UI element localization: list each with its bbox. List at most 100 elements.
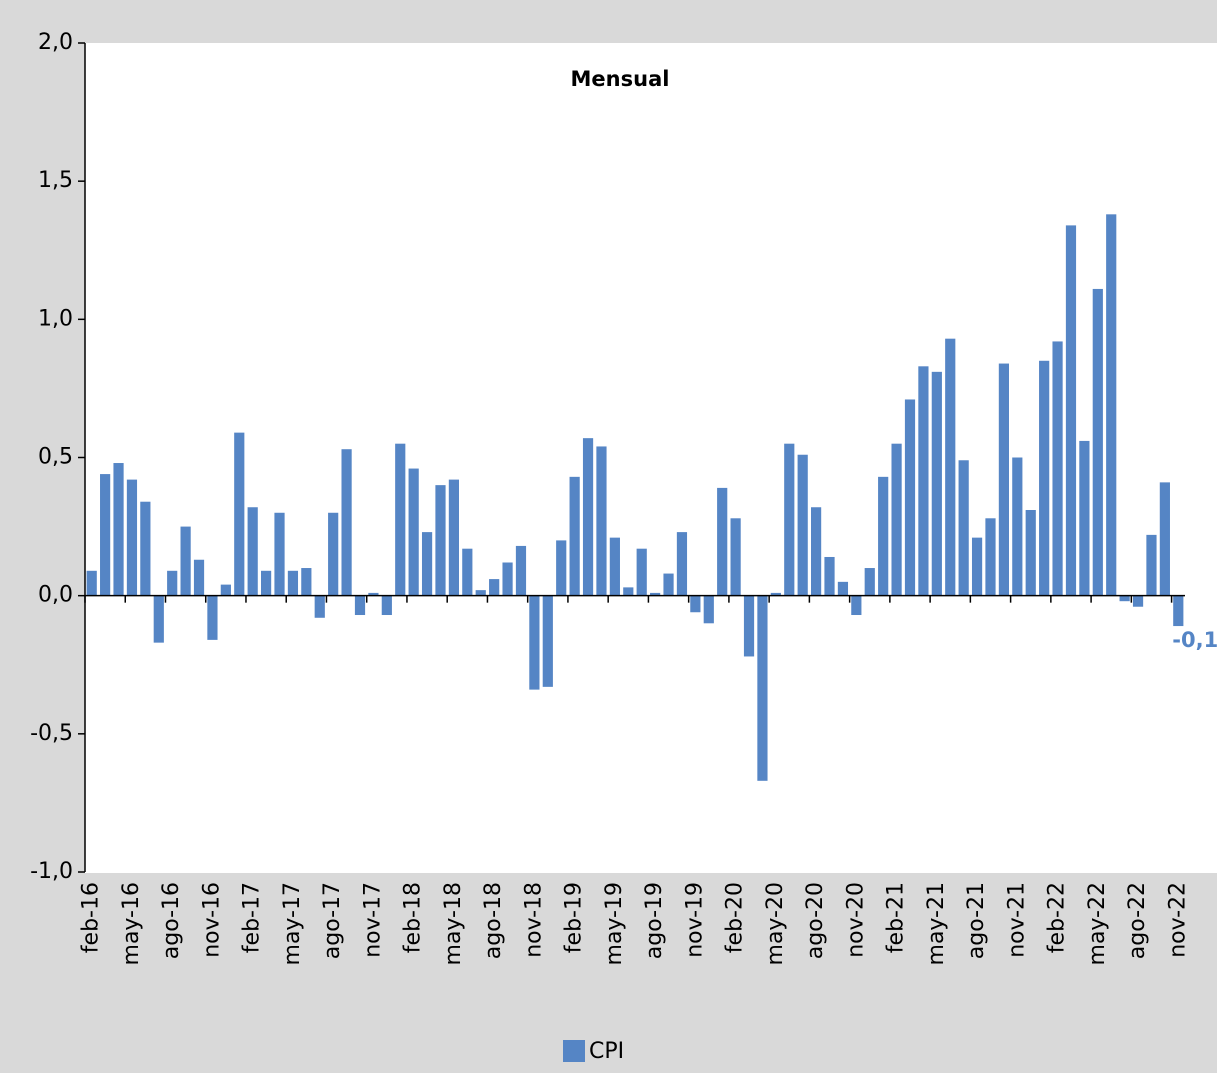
bar: [542, 595, 553, 687]
bar: [153, 595, 164, 643]
x-tick-label: nov-20: [843, 882, 868, 958]
bar: [261, 570, 272, 596]
bar: [1159, 482, 1170, 596]
bar: [1106, 214, 1117, 596]
bar: [341, 449, 352, 596]
bar: [650, 592, 661, 596]
bar: [515, 545, 527, 596]
bar: [113, 463, 124, 596]
bar: [274, 512, 285, 596]
plot-area: [85, 43, 1217, 873]
bar: [864, 568, 875, 596]
x-tick-label: may-16: [119, 882, 144, 965]
bar: [636, 548, 647, 596]
x-tick-label: ago-16: [159, 882, 184, 959]
bar: [1079, 440, 1090, 596]
bar: [784, 443, 795, 596]
bar: [314, 595, 325, 618]
x-tick-label: nov-18: [521, 882, 546, 958]
x-tick-label: nov-16: [199, 882, 224, 958]
bar: [220, 584, 231, 596]
bar: [824, 556, 835, 596]
bar: [623, 587, 634, 596]
x-tick-label: feb-17: [240, 882, 265, 953]
x-tick-label: may-22: [1085, 882, 1110, 965]
bar: [1173, 595, 1184, 627]
x-tick-label: feb-19: [562, 882, 587, 953]
bar: [1012, 457, 1023, 596]
bar: [247, 507, 258, 596]
bar: [328, 512, 339, 596]
legend-label: CPI: [589, 1039, 624, 1064]
bar: [770, 592, 781, 596]
bar: [663, 573, 674, 596]
x-tick-label: ago-18: [481, 882, 506, 959]
bar: [287, 570, 299, 596]
bar: [891, 443, 902, 596]
x-tick-label: nov-22: [1165, 882, 1190, 958]
x-tick-label: may-21: [924, 882, 949, 965]
x-tick-label: may-20: [763, 882, 788, 965]
bar: [126, 479, 138, 596]
bar: [1065, 225, 1077, 596]
bar: [86, 570, 97, 596]
bar: [1146, 534, 1157, 596]
y-tick-label: 0,5: [38, 445, 73, 470]
bar: [757, 595, 768, 781]
bar: [207, 595, 218, 640]
bar: [851, 595, 862, 616]
y-tick-label: -1,0: [30, 859, 73, 884]
bar: [1092, 288, 1103, 596]
bar: [381, 595, 392, 616]
bar: [301, 568, 312, 596]
bar: [837, 581, 849, 596]
bar: [234, 432, 245, 596]
bar: [690, 595, 701, 613]
bar: [998, 363, 1009, 596]
bar: [904, 399, 916, 596]
data-label: -0,1: [1172, 628, 1217, 652]
bar: [502, 562, 513, 596]
bar: [1052, 341, 1063, 596]
bar: [180, 526, 191, 596]
x-tick-label: may-19: [602, 882, 627, 965]
bar: [596, 446, 607, 596]
bar: [730, 518, 741, 596]
bar: [368, 592, 379, 596]
x-tick-label: may-17: [280, 882, 305, 965]
bar: [1119, 595, 1130, 602]
bar: [462, 548, 473, 596]
bar: [797, 454, 808, 596]
bar: [193, 559, 205, 596]
x-tick-label: feb-22: [1045, 882, 1070, 953]
bar: [1039, 360, 1050, 596]
x-tick-label: ago-19: [642, 882, 667, 959]
bar: [1025, 510, 1036, 596]
y-tick-label: 0,0: [38, 583, 73, 608]
y-tick-label: -0,5: [30, 721, 73, 746]
bar: [435, 485, 446, 596]
bar: [489, 579, 500, 596]
x-tick-label: ago-22: [1125, 882, 1150, 959]
bar: [609, 537, 620, 596]
bar: [676, 532, 688, 596]
bar: [811, 507, 822, 596]
bar: [140, 501, 151, 596]
bar: [703, 595, 714, 624]
bar: [971, 537, 983, 596]
x-tick-label: feb-20: [723, 882, 748, 953]
bar: [448, 479, 459, 596]
y-tick-label: 2,0: [38, 30, 73, 55]
bar: [878, 476, 889, 596]
y-tick-label: 1,0: [38, 306, 73, 331]
bar: [167, 570, 178, 596]
x-tick-label: ago-21: [964, 882, 989, 959]
bar: [475, 590, 486, 596]
x-tick-label: nov-17: [360, 882, 385, 958]
bar: [582, 438, 594, 596]
bar: [354, 595, 366, 616]
chart-title: Mensual: [571, 67, 670, 91]
bar: [529, 595, 540, 690]
